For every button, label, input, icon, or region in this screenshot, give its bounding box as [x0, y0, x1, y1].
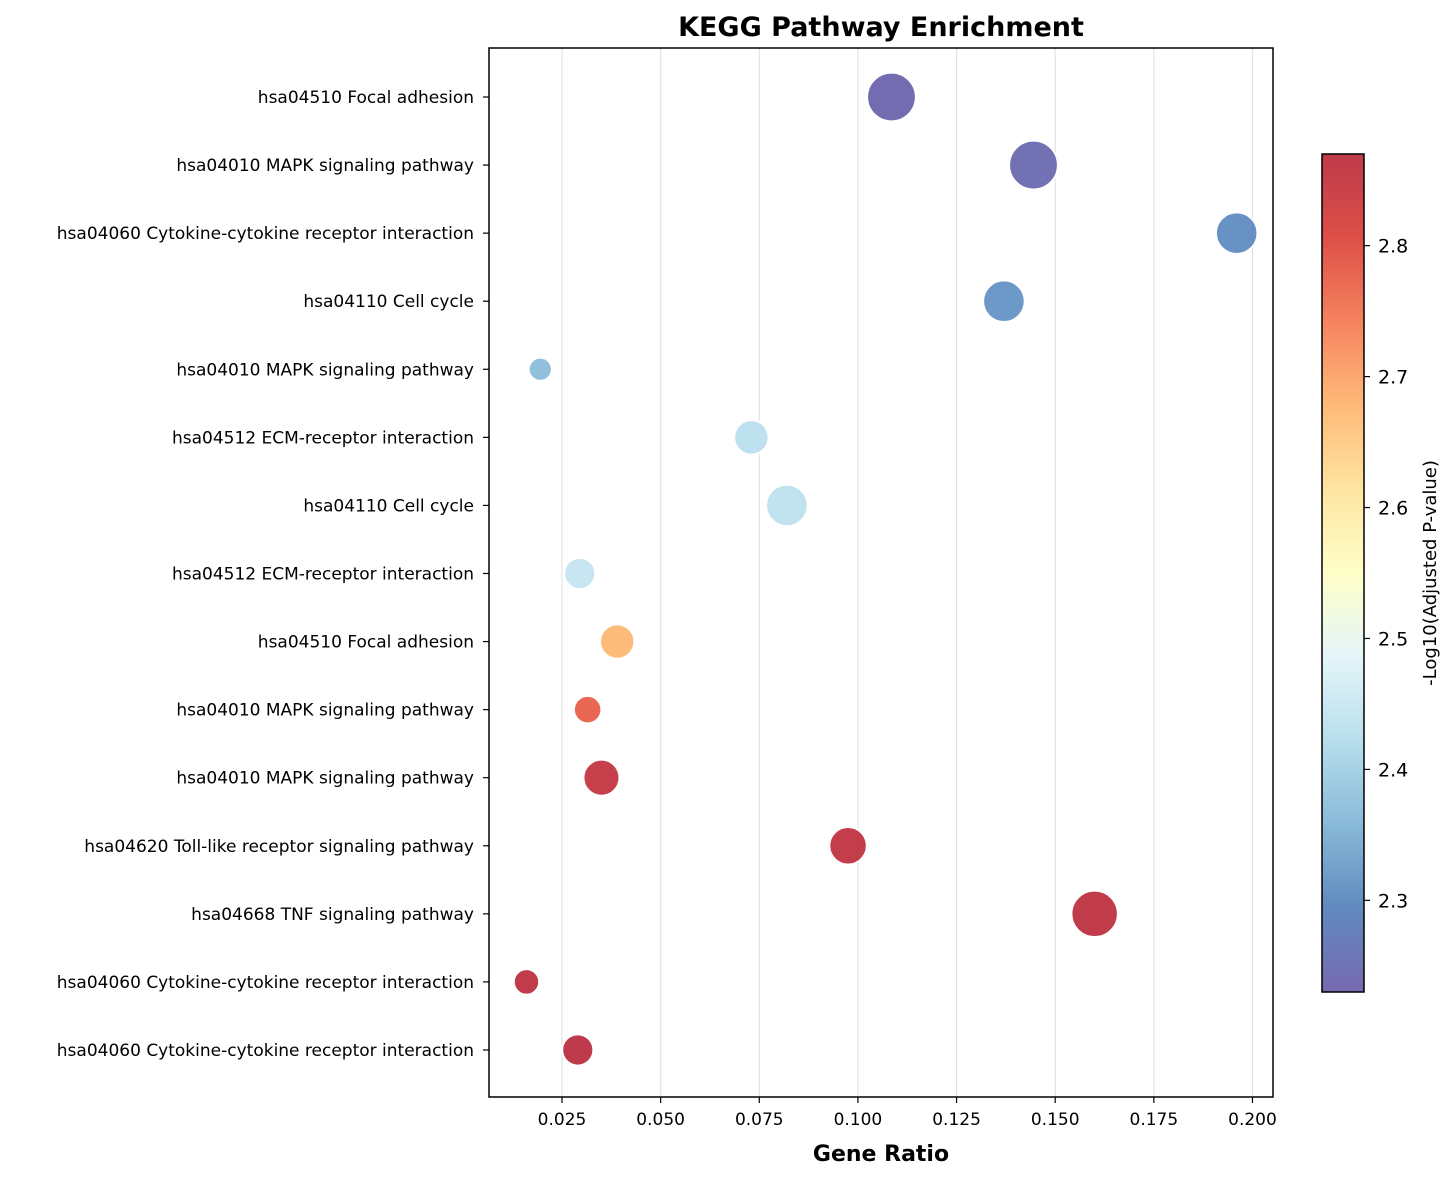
data-point: [1008, 139, 1059, 191]
x-tick-label: 0.200: [1228, 1110, 1277, 1130]
colorbar-tick-label: 2.3: [1378, 890, 1408, 912]
data-point: [582, 758, 621, 797]
y-category-label: hsa04620 Toll-like receptor signaling pa…: [84, 837, 474, 857]
data-point: [561, 1033, 595, 1067]
data-point: [982, 279, 1026, 324]
y-category-label: hsa04510 Focal adhesion: [258, 88, 474, 108]
colorbar-tick-label: 2.6: [1378, 498, 1408, 520]
data-point: [1214, 211, 1259, 255]
data-point: [765, 483, 809, 528]
data-point: [1070, 889, 1119, 939]
colorbar-ticks: 2.3 2.4 2.5 2.6 2.7 2.8: [1364, 236, 1408, 912]
colorbar-tick-label: 2.8: [1378, 236, 1408, 258]
data-point: [828, 826, 868, 866]
colorbar: [1321, 153, 1365, 993]
data-point: [563, 556, 597, 591]
data-point: [866, 71, 917, 123]
y-category-label: hsa04512 ECM-receptor interaction: [172, 428, 474, 448]
plot-frame: [488, 47, 1274, 1098]
data-point: [527, 356, 553, 382]
data-point: [572, 694, 603, 725]
y-category-label: hsa04512 ECM-receptor interaction: [172, 564, 474, 584]
y-category-label: hsa04010 MAPK signaling pathway: [176, 360, 474, 380]
colorbar-tick-label: 2.5: [1378, 628, 1408, 650]
grid-lines: [561, 48, 1254, 1097]
y-category-label: hsa04060 Cytokine-cytokine receptor inte…: [57, 1041, 474, 1061]
x-axis-label: Gene Ratio: [813, 1142, 949, 1167]
colorbar-tick-label: 2.7: [1378, 367, 1408, 389]
x-tick-label: 0.075: [735, 1110, 784, 1130]
y-category-label: hsa04110 Cell cycle: [303, 496, 474, 516]
data-point: [512, 968, 541, 996]
y-category-label: hsa04060 Cytokine-cytokine receptor inte…: [57, 224, 474, 244]
y-category-label: hsa04110 Cell cycle: [303, 292, 474, 312]
x-tick-label: 0.100: [834, 1110, 883, 1130]
data-point: [598, 623, 636, 660]
y-category-label: hsa04010 MAPK signaling pathway: [176, 156, 474, 176]
y-category-label: hsa04510 Focal adhesion: [258, 633, 474, 653]
colorbar-label: -Log10(Adjusted P-value): [1420, 460, 1441, 686]
x-tick-label: 0.150: [1031, 1110, 1080, 1130]
y-axis-categories: hsa04510 Focal adhesion hsa04010 MAPK sig…: [57, 88, 489, 1061]
x-tick-label: 0.125: [932, 1110, 981, 1130]
chart-title: KEGG Pathway Enrichment: [678, 12, 1084, 43]
data-points: [512, 71, 1259, 1067]
x-tick-label: 0.025: [538, 1110, 587, 1130]
y-category-label: hsa04010 MAPK signaling pathway: [176, 769, 474, 789]
y-category-label: hsa04668 TNF signaling pathway: [191, 905, 474, 925]
colorbar-tick-label: 2.4: [1378, 759, 1408, 781]
y-category-label: hsa04010 MAPK signaling pathway: [176, 701, 474, 721]
x-tick-label: 0.175: [1130, 1110, 1179, 1130]
data-point: [733, 419, 770, 456]
y-category-label: hsa04060 Cytokine-cytokine receptor inte…: [57, 973, 474, 993]
x-tick-label: 0.050: [636, 1110, 685, 1130]
x-axis-ticks: 0.025 0.050 0.075 0.100 0.125 0.150 0.175 0.200: [538, 1097, 1277, 1130]
